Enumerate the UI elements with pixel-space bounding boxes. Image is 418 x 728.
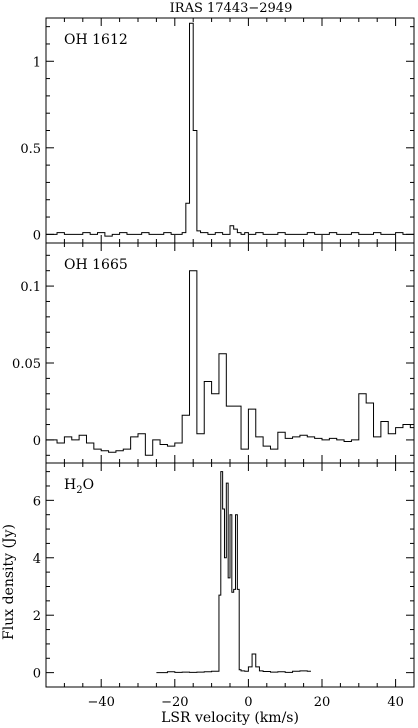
- panel-3: 0 2 4 6 H2O: [33, 462, 415, 688]
- x-tick-label: 20: [314, 695, 331, 710]
- panel-2: 0 0.05 0.1 OH 1665: [12, 242, 415, 464]
- y-axis-title: Flux density (Jy): [1, 524, 17, 640]
- panel-label: OH 1665: [64, 257, 128, 273]
- y-tick-label: 0: [33, 434, 41, 449]
- spectrum-line: [46, 22, 414, 237]
- panels: 0 0.5 1 OH 1612 0 0.05 0.1 OH 1665 0 2 4 6 H2O −40 −20…: [12, 17, 415, 710]
- y-tick-label: 0: [33, 228, 41, 243]
- y-tick-label: 0: [33, 667, 41, 682]
- y-tick-label: 4: [33, 552, 41, 567]
- plot-frame: [45, 17, 415, 244]
- x-tick-label: 0: [244, 695, 252, 710]
- figure-title: IRAS 17443−2949: [170, 1, 293, 16]
- y-tick-label: 1: [33, 55, 41, 70]
- panel-1: 0 0.5 1 OH 1612: [20, 17, 415, 244]
- spectrum-line: [156, 471, 311, 674]
- spectrum-line: [46, 270, 414, 456]
- y-tick-label: 2: [33, 609, 41, 624]
- y-tick-label: 6: [33, 494, 41, 509]
- x-axis-title: LSR velocity (km/s): [161, 710, 299, 726]
- y-tick-label: 0.1: [20, 280, 41, 295]
- panel-label: H2O: [64, 477, 94, 496]
- y-tick-label: 0.05: [12, 357, 41, 372]
- panel-label: OH 1612: [64, 32, 128, 48]
- x-tick-label: −40: [87, 695, 114, 710]
- x-tick-label: 40: [387, 695, 404, 710]
- y-tick-label: 0.5: [20, 142, 41, 157]
- x-tick-label: −20: [161, 695, 188, 710]
